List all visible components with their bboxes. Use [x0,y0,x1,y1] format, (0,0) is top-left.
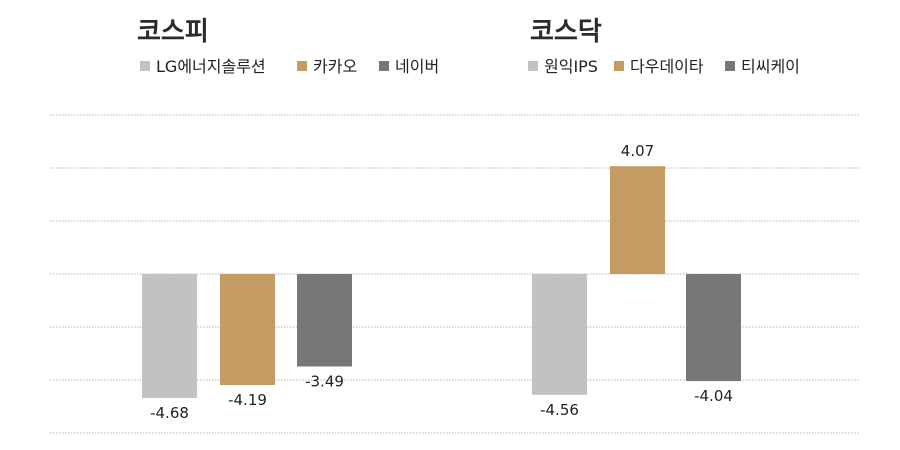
kospi-bars: -4.68 -4.19 -3.49 [142,274,352,422]
kosdaq-legend: 원익IPS 다우데이타 티씨케이 [528,57,800,76]
kospi-title: 코스피 [137,17,209,47]
kosdaq-value-label-2: -4.04 [694,387,733,405]
kospi-panel: 코스피 LG에너지솔루션 카카오 네이버 -4.68 -4.19 -3.49 [137,17,439,422]
kosdaq-bar-1 [610,166,665,274]
kosdaq-bar-2 [686,274,741,382]
kospi-legend-label-1: 카카오 [313,57,357,76]
kosdaq-value-label-0: -4.56 [540,401,579,419]
kospi-bar-0 [142,274,197,399]
kosdaq-legend-label-2: 티씨케이 [741,57,800,76]
kospi-bar-2 [297,274,352,367]
kosdaq-legend-swatch-1 [614,61,624,71]
kospi-value-label-2: -3.49 [305,372,344,390]
kosdaq-bar-0 [532,274,587,395]
kosdaq-legend-label-0: 원익IPS [544,57,598,76]
kospi-value-label-1: -4.19 [228,391,267,409]
kospi-bar-1 [220,274,275,386]
kosdaq-legend-swatch-2 [725,61,735,71]
kospi-legend-swatch-0 [140,61,150,71]
kosdaq-legend-label-1: 다우데이타 [630,57,704,76]
kosdaq-title: 코스닥 [530,17,602,47]
kospi-legend-label-0: LG에너지솔루션 [156,57,266,76]
kosdaq-value-label-1: 4.07 [621,142,654,160]
kosdaq-bars: -4.56 4.07 -4.04 [532,142,741,419]
kosdaq-legend-swatch-0 [528,61,538,71]
kospi-legend-swatch-2 [379,61,389,71]
kospi-legend-label-2: 네이버 [395,57,439,76]
kospi-value-label-0: -4.68 [150,404,189,422]
kosdaq-panel: 코스닥 원익IPS 다우데이타 티씨케이 -4.56 4.07 -4.04 [528,17,800,419]
kospi-legend-swatch-1 [297,61,307,71]
kospi-legend: LG에너지솔루션 카카오 네이버 [140,57,439,76]
